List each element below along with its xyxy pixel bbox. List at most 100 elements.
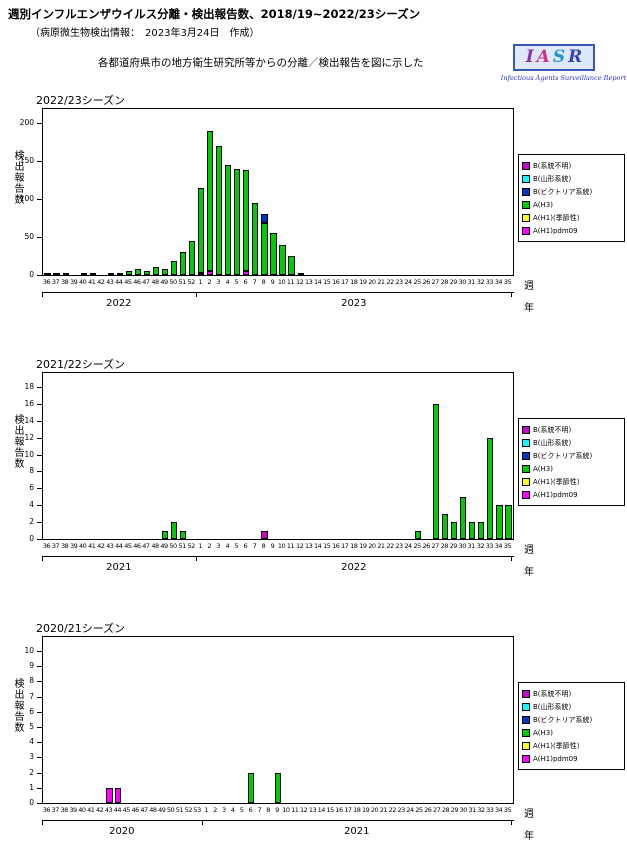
logo-letter-S: S bbox=[552, 47, 566, 67]
x-tick-label: 13 bbox=[304, 542, 313, 550]
x-tick-label: 15 bbox=[326, 806, 335, 814]
chart-2020-21: 2020/21シーズン 検出報告数 0 1 2 3 4 5 6 7 8 9 10 36 37 38 39 4… bbox=[0, 620, 627, 860]
x-tick-label: 23 bbox=[397, 806, 405, 814]
x-tick-label: 40 bbox=[78, 806, 86, 814]
x-tick-label: 25 bbox=[413, 542, 421, 550]
legend-item: A(H3) bbox=[522, 726, 621, 739]
x-tick-label: 51 bbox=[178, 542, 186, 550]
week-axis-unit: 週 bbox=[524, 281, 534, 292]
y-tick-mark bbox=[37, 488, 42, 490]
x-tick-label: 42 bbox=[97, 542, 105, 550]
y-tick-label: 6 bbox=[29, 483, 34, 493]
x-tick-label: 25 bbox=[415, 806, 423, 814]
legend-item: A(H1)pdm09 bbox=[522, 224, 621, 237]
x-tick-label: 4 bbox=[225, 542, 230, 550]
legend-item: B(ビクトリア系統) bbox=[522, 713, 621, 726]
year-axis-unit: 年 bbox=[524, 831, 534, 842]
bar-A(H3) bbox=[270, 233, 277, 275]
bar-A(H3) bbox=[125, 271, 132, 275]
x-tick-label: 14 bbox=[314, 278, 322, 286]
bar-A(H1)pdm09 bbox=[243, 271, 250, 275]
x-tick-label: 42 bbox=[95, 806, 104, 814]
x-tick-label: 30 bbox=[458, 278, 467, 286]
x-tick-label: 42 bbox=[97, 278, 105, 286]
x-tick-label: 33 bbox=[485, 278, 494, 286]
x-tick-label: 34 bbox=[494, 278, 503, 286]
chart-2022-23: 2022/23シーズン 検出報告数 0 50 100 150 200 36 37 38 39 4… bbox=[0, 92, 627, 332]
y-tick-label: 2 bbox=[29, 767, 34, 777]
x-tick-label: 43 bbox=[104, 806, 113, 814]
year-label: 2021 bbox=[344, 826, 370, 837]
legend-swatch bbox=[522, 715, 530, 724]
x-tick-label: 46 bbox=[133, 542, 141, 550]
y-tick-mark bbox=[37, 199, 42, 200]
x-tick-label: 38 bbox=[60, 542, 69, 550]
x-tick-label: 6 bbox=[243, 278, 248, 286]
x-tick-label: 20 bbox=[368, 542, 376, 550]
y-tick-label: 0 bbox=[29, 534, 34, 543]
y-tick-mark bbox=[37, 420, 42, 422]
x-tick-label: 47 bbox=[142, 542, 150, 550]
bar-A(H3) bbox=[62, 273, 69, 275]
bar-B(系統不明) bbox=[261, 530, 268, 539]
x-tick-label: 39 bbox=[69, 542, 78, 550]
x-tick-label: 15 bbox=[323, 542, 331, 550]
legend-swatch bbox=[522, 490, 530, 499]
bar-A(H3) bbox=[152, 267, 160, 275]
y-tick-mark bbox=[37, 522, 42, 524]
x-tick-label: 13 bbox=[304, 278, 313, 286]
x-tick-label: 28 bbox=[441, 806, 450, 814]
x-tick-label: 19 bbox=[362, 806, 370, 814]
x-tick-label: 33 bbox=[486, 806, 494, 814]
legend: B(系統不明) B(山形系統) B(ビクトリア系統) A(H3) A(H1)(季節性) A… bbox=[518, 154, 625, 242]
year-tick bbox=[42, 292, 43, 297]
y-tick-mark bbox=[37, 161, 42, 162]
x-tick-label: 36 bbox=[42, 806, 51, 814]
legend-label: B(系統不明) bbox=[533, 689, 572, 698]
x-tick-label: 14 bbox=[317, 806, 326, 814]
legend-swatch bbox=[522, 425, 530, 434]
x-tick-label: 15 bbox=[323, 278, 331, 286]
bar-A(H3) bbox=[170, 522, 178, 539]
legend-label: B(ビクトリア系統) bbox=[533, 451, 593, 460]
x-tick-label: 22 bbox=[386, 278, 394, 286]
x-tick-label: 27 bbox=[432, 806, 441, 814]
y-tick-label: 8 bbox=[29, 676, 34, 686]
x-tick-label: 1 bbox=[198, 542, 202, 550]
year-axis-unit: 年 bbox=[524, 567, 534, 578]
legend-label: B(系統不明) bbox=[533, 161, 572, 170]
x-tick-label: 8 bbox=[261, 542, 266, 550]
bar-A(H3) bbox=[505, 505, 512, 539]
legend-label: A(H1)pdm09 bbox=[533, 490, 578, 499]
x-tick-label: 50 bbox=[169, 278, 177, 286]
legend-item: B(ビクトリア系統) bbox=[522, 449, 621, 462]
y-tick-mark bbox=[37, 454, 42, 456]
x-tick-label: 24 bbox=[404, 542, 412, 550]
x-tick-label: 39 bbox=[69, 278, 78, 286]
x-tick-label: 17 bbox=[341, 542, 349, 550]
x-tick-label: 51 bbox=[175, 806, 184, 814]
x-tick-label: 7 bbox=[252, 542, 257, 550]
year-tick bbox=[511, 556, 512, 561]
legend-swatch bbox=[522, 187, 530, 196]
legend-label: A(H1)(季節性) bbox=[533, 213, 580, 222]
x-tick-label: 53 bbox=[193, 806, 202, 814]
x-tick-label: 2 bbox=[213, 806, 217, 814]
legend-label: B(山形系統) bbox=[533, 702, 572, 711]
y-tick-label: 4 bbox=[29, 737, 34, 747]
plot-area bbox=[42, 108, 514, 276]
x-tick-label: 47 bbox=[142, 278, 150, 286]
x-tick-label: 26 bbox=[424, 806, 432, 814]
week-axis-unit: 週 bbox=[524, 809, 534, 820]
legend-swatch bbox=[522, 161, 530, 170]
y-tick-mark bbox=[37, 123, 42, 124]
bar-A(H3) bbox=[487, 437, 494, 539]
x-tick-label: 32 bbox=[476, 278, 485, 286]
x-tick-label: 16 bbox=[335, 806, 343, 814]
x-tick-label: 20 bbox=[370, 806, 379, 814]
x-tick-label: 18 bbox=[350, 278, 358, 286]
x-tick-label: 25 bbox=[413, 278, 421, 286]
x-tick-label: 36 bbox=[42, 278, 51, 286]
bar-A(H3) bbox=[469, 522, 476, 539]
bar-A(H3) bbox=[415, 530, 422, 539]
